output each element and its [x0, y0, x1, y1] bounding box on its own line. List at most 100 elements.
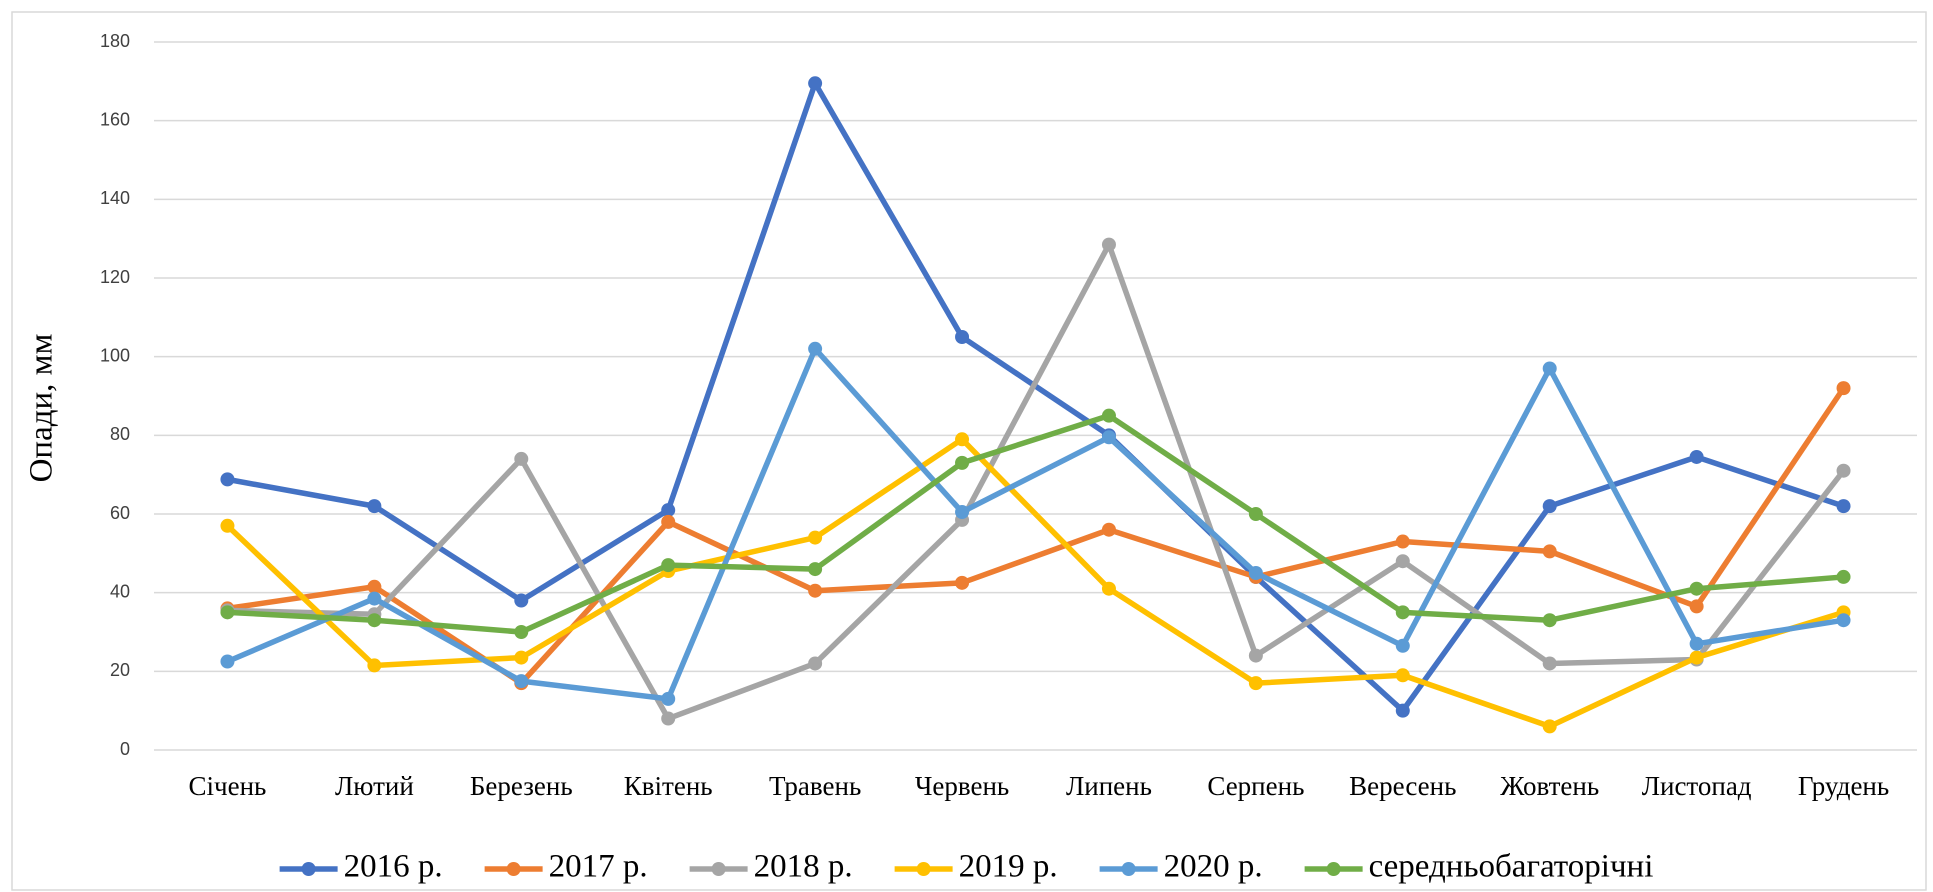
data-point — [1836, 613, 1851, 628]
data-point — [514, 650, 529, 665]
data-point — [1542, 613, 1557, 628]
data-point — [1542, 656, 1557, 671]
data-point — [1395, 554, 1410, 569]
data-point — [955, 505, 970, 520]
data-point — [1248, 648, 1263, 663]
data-point — [1101, 522, 1116, 537]
y-axis-label: Опади, мм — [24, 333, 60, 482]
data-point — [1101, 430, 1116, 445]
x-tick-label: Січень — [189, 771, 267, 801]
data-point — [955, 575, 970, 590]
x-tick-label: Липень — [1066, 771, 1152, 801]
data-point — [808, 583, 823, 598]
y-tick-label: 100 — [100, 345, 130, 365]
y-tick-label: 140 — [100, 188, 130, 208]
data-point — [1689, 599, 1704, 614]
legend-label: 2020 р. — [1164, 849, 1263, 885]
data-point — [1395, 534, 1410, 549]
data-point — [1836, 381, 1851, 396]
data-point — [514, 625, 529, 639]
data-point — [1689, 449, 1704, 464]
legend-marker — [1121, 862, 1136, 876]
y-tick-label: 60 — [110, 503, 130, 523]
data-point — [1101, 408, 1116, 423]
data-point — [661, 514, 676, 529]
data-point — [1689, 636, 1704, 651]
x-tick-label: Грудень — [1798, 771, 1889, 801]
x-tick-label: Травень — [769, 771, 861, 801]
legend-label: 2016 р. — [344, 849, 443, 885]
legend-label: 2018 р. — [754, 849, 853, 885]
data-point — [1395, 668, 1410, 683]
data-point — [514, 451, 529, 466]
data-point — [1542, 499, 1557, 514]
data-point — [1836, 463, 1851, 478]
legend-marker — [301, 862, 316, 876]
y-tick-label: 80 — [110, 424, 130, 444]
data-point — [1836, 499, 1851, 514]
data-point — [367, 579, 382, 594]
data-point — [1248, 507, 1263, 521]
data-point — [220, 654, 235, 669]
data-point — [1101, 237, 1116, 252]
data-point — [1248, 566, 1263, 580]
data-point — [1395, 605, 1410, 620]
data-point — [808, 656, 823, 671]
series-line — [224, 346, 1847, 702]
x-tick-label: Червень — [915, 771, 1009, 801]
y-tick-label: 40 — [110, 581, 130, 601]
data-point — [367, 499, 382, 514]
data-point — [1542, 719, 1557, 734]
data-point — [808, 530, 823, 545]
data-point — [1395, 703, 1410, 718]
y-tick-label: 0 — [120, 739, 130, 759]
data-point — [220, 472, 235, 487]
data-point — [367, 658, 382, 673]
data-point — [1689, 581, 1704, 596]
data-point — [514, 593, 529, 608]
data-point — [661, 691, 676, 706]
data-point — [220, 605, 235, 620]
data-point — [1248, 676, 1263, 691]
data-point — [1836, 569, 1851, 584]
data-point — [661, 711, 676, 726]
series-line — [224, 412, 1847, 635]
series-line — [224, 436, 1847, 730]
legend-label: 2019 р. — [959, 849, 1058, 885]
data-point — [955, 432, 970, 447]
legend-marker — [506, 862, 521, 876]
data-point — [367, 591, 382, 606]
x-tick-label: Квітень — [624, 771, 713, 801]
data-point — [1542, 544, 1557, 559]
data-point — [1542, 361, 1557, 376]
data-point — [1395, 638, 1410, 653]
series-line — [224, 241, 1847, 722]
data-point — [220, 518, 235, 533]
y-tick-label: 180 — [100, 31, 130, 51]
x-tick-label: Жовтень — [1500, 771, 1599, 801]
legend-marker — [1326, 862, 1341, 876]
legend-label: 2017 р. — [549, 849, 648, 885]
x-tick-label: Лютий — [335, 771, 414, 801]
data-point — [1689, 650, 1704, 665]
x-tick-label: Вересень — [1349, 771, 1456, 801]
x-tick-label: Листопад — [1642, 771, 1752, 801]
data-point — [661, 558, 676, 573]
data-point — [1101, 581, 1116, 596]
legend-marker — [711, 862, 726, 876]
data-point — [955, 455, 970, 470]
data-point — [367, 613, 382, 628]
y-tick-label: 160 — [100, 109, 130, 129]
legend-marker — [916, 862, 931, 876]
data-point — [955, 330, 970, 344]
legend-label: середньобагаторічні — [1369, 849, 1654, 885]
data-point — [808, 562, 823, 577]
y-tick-label: 20 — [110, 660, 130, 680]
x-tick-label: Серпень — [1207, 771, 1304, 801]
data-point — [808, 76, 823, 91]
data-point — [661, 503, 676, 518]
data-point — [808, 341, 823, 356]
chart-border — [11, 11, 1927, 891]
y-tick-label: 120 — [100, 267, 130, 287]
